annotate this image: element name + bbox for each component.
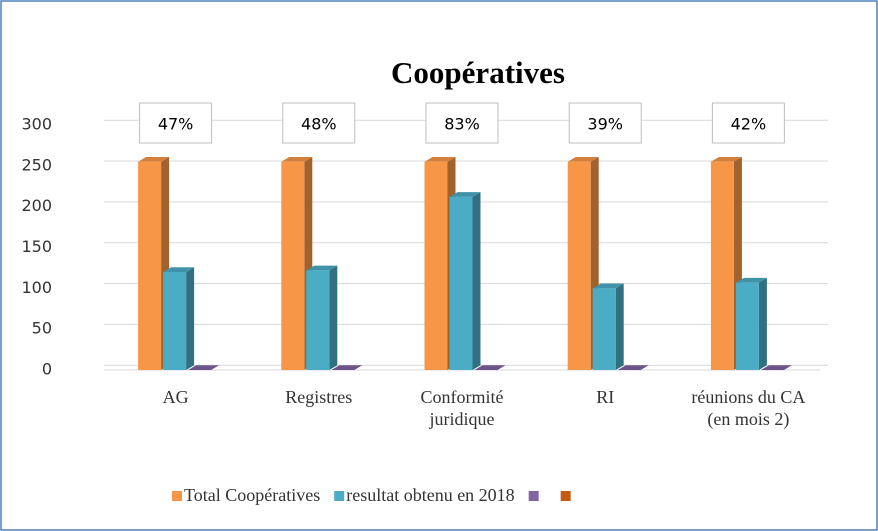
bar-top xyxy=(567,156,599,162)
bar-top xyxy=(163,267,195,272)
bar-top xyxy=(424,156,456,162)
bar-top xyxy=(710,156,742,162)
x-tick-label: réunions du CA (en mois 2) xyxy=(691,387,806,429)
legend-label: resultat obtenu en 2018 xyxy=(346,485,514,505)
bar xyxy=(424,161,448,370)
bar xyxy=(138,161,162,370)
chart-title: Coopératives xyxy=(391,55,565,90)
legend-swatch xyxy=(528,491,539,501)
bar-top xyxy=(331,365,363,370)
bar-top xyxy=(474,365,506,370)
annotation: 83% xyxy=(444,115,480,134)
y-tick-label: 300 xyxy=(21,115,52,134)
x-tick-label: RI xyxy=(596,387,615,407)
annotation: 48% xyxy=(301,115,337,134)
bar xyxy=(449,196,473,370)
bar xyxy=(306,270,330,370)
bar-top xyxy=(188,365,220,370)
bar-top xyxy=(138,156,170,162)
legend-swatch xyxy=(560,491,571,501)
y-tick-label: 200 xyxy=(21,196,52,215)
bar-side xyxy=(472,192,481,370)
x-tick-label: Conformité juridique xyxy=(420,387,504,429)
annotation-box xyxy=(425,102,499,144)
bar xyxy=(592,288,616,370)
y-tick-label: 250 xyxy=(21,155,52,174)
annotation: 39% xyxy=(587,115,623,134)
y-tick-label: 100 xyxy=(21,278,52,297)
bar xyxy=(735,282,759,370)
bar xyxy=(281,161,305,370)
bar-top xyxy=(449,192,481,197)
y-tick-label: 150 xyxy=(21,237,52,256)
bar-side xyxy=(758,277,767,370)
annotation-box xyxy=(282,102,356,144)
bar-top xyxy=(760,365,792,370)
bar-side xyxy=(186,267,195,370)
x-tick-label: Registres xyxy=(285,387,353,407)
annotation-box xyxy=(711,102,785,144)
bar-side xyxy=(615,283,624,370)
x-tick-label: AG xyxy=(162,387,189,407)
bar xyxy=(567,161,591,370)
bar-top xyxy=(592,283,624,289)
annotation: 47% xyxy=(158,115,194,134)
annotation: 42% xyxy=(731,115,767,134)
legend-swatch xyxy=(172,491,182,501)
bar xyxy=(710,161,734,370)
bar-top xyxy=(617,365,649,370)
bar xyxy=(163,272,187,370)
y-tick-label: 0 xyxy=(42,360,52,379)
bar-top xyxy=(281,156,313,162)
annotation-box xyxy=(568,102,642,144)
annotation-box xyxy=(139,102,213,144)
legend-label: Total Coopératives xyxy=(184,485,320,505)
y-tick-label: 50 xyxy=(32,319,52,338)
legend-swatch xyxy=(334,491,345,501)
bar-side xyxy=(329,265,338,370)
bar-top xyxy=(735,277,767,283)
bar-top xyxy=(306,265,338,271)
